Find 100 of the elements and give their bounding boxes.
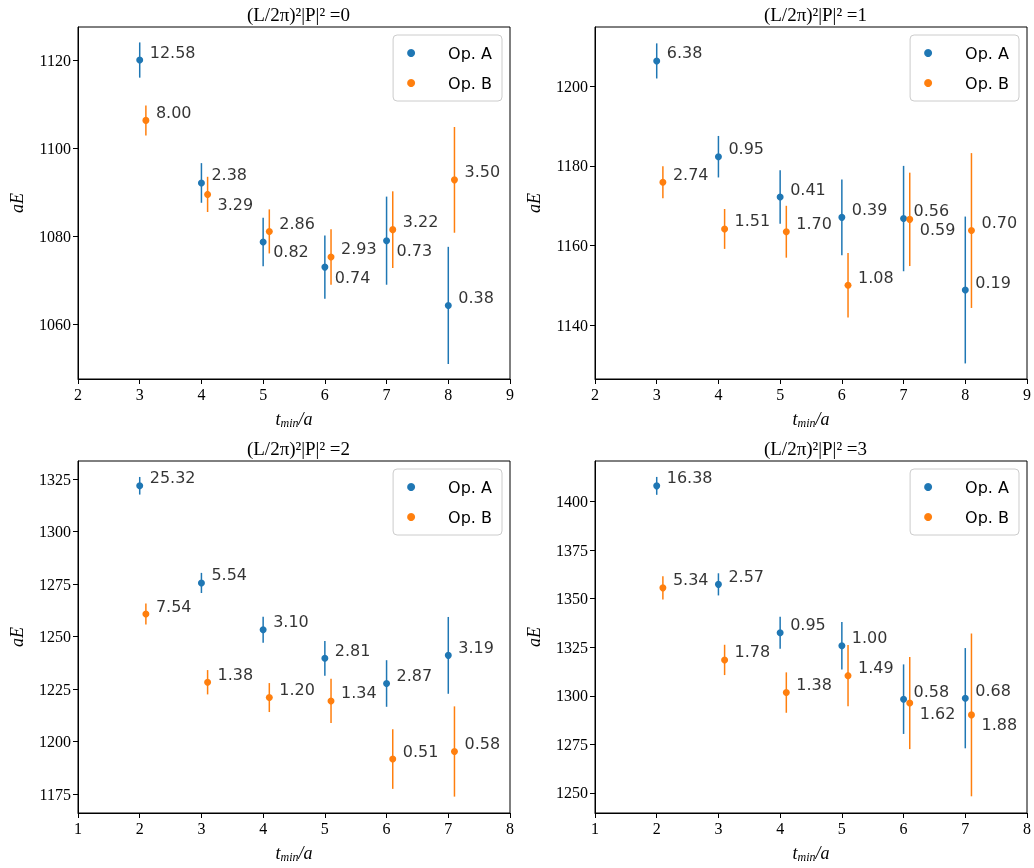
point: [838, 642, 846, 650]
x-tick-label: 8: [1023, 819, 1031, 837]
annotation: 0.59: [919, 219, 956, 239]
x-tick-label: 7: [382, 385, 391, 403]
y-axis-title: aE: [7, 627, 27, 647]
x-tick-label: 9: [506, 385, 514, 403]
y-tick-label: 1160: [556, 237, 588, 255]
annotation: 7.54: [155, 596, 192, 616]
x-tick-label: 2: [135, 819, 144, 837]
point: [659, 584, 667, 592]
legend-label: Op. B: [448, 73, 493, 93]
annotation: 3.50: [464, 162, 501, 182]
y-tick-label: 1080: [39, 227, 71, 245]
point: [204, 678, 212, 686]
x-tick-label: 2: [74, 385, 82, 403]
point: [259, 626, 267, 634]
annotation: 0.19: [975, 272, 1011, 292]
point: [961, 286, 969, 294]
x-tick-label: 1: [591, 819, 599, 837]
point: [721, 656, 729, 664]
annotation: 2.57: [728, 566, 765, 586]
point: [259, 238, 267, 246]
annotation: 0.58: [913, 681, 950, 701]
point: [383, 237, 391, 245]
annotation: 1.51: [734, 211, 771, 231]
point: [900, 695, 908, 703]
point: [838, 213, 846, 221]
y-tick-label: 1180: [556, 157, 588, 175]
point: [776, 629, 784, 637]
annotation: 1.34: [341, 683, 377, 703]
y-tick-label: 1200: [39, 733, 71, 751]
point: [906, 215, 914, 223]
x-tick-label: 3: [652, 385, 661, 403]
y-tick-label: 1060: [39, 315, 71, 333]
annotation: 0.74: [334, 267, 371, 287]
point: [967, 711, 975, 719]
point: [204, 190, 212, 198]
point: [721, 225, 729, 233]
point: [321, 263, 329, 271]
legend-label: Op. B: [965, 73, 1010, 93]
x-tick-label: 6: [899, 819, 908, 837]
y-tick-label: 1100: [39, 139, 71, 157]
point: [197, 579, 205, 587]
annotation: 1.78: [734, 642, 771, 662]
point: [844, 672, 852, 680]
annotation: 3.22: [402, 212, 439, 232]
y-tick-label: 1200: [556, 77, 588, 95]
x-tick-label: 5: [320, 819, 329, 837]
annotation: 0.95: [790, 615, 826, 635]
x-tick-label: 3: [714, 819, 723, 837]
annotation: 2.38: [211, 165, 248, 185]
x-tick-label: 8: [506, 819, 514, 837]
point: [197, 179, 205, 187]
annotation: 0.58: [464, 734, 501, 753]
y-axis-title: aE: [524, 627, 544, 647]
point: [265, 227, 273, 235]
x-tick-label: 4: [197, 385, 206, 403]
annotation: 1.20: [279, 680, 315, 700]
point: [389, 755, 397, 763]
x-tick-label: 3: [135, 385, 144, 403]
x-tick-label: 7: [444, 819, 453, 837]
annotation: 1.70: [796, 214, 832, 234]
annotation: 6.38: [666, 43, 703, 63]
y-tick-label: 1275: [556, 735, 588, 753]
y-tick-label: 1120: [39, 51, 71, 69]
x-tick-label: 1: [74, 819, 82, 837]
point: [383, 679, 391, 687]
point: [444, 301, 452, 309]
annotation: 2.93: [341, 239, 377, 259]
x-tick-label: 4: [714, 385, 723, 403]
annotation: 5.34: [672, 570, 709, 590]
point: [782, 689, 790, 697]
point: [321, 654, 329, 662]
point: [142, 116, 150, 124]
y-tick-label: 1325: [39, 470, 71, 488]
annotation: 0.41: [790, 179, 826, 199]
point: [444, 651, 452, 659]
annotation: 2.87: [396, 665, 433, 685]
x-tick-label: 4: [259, 819, 268, 837]
annotation: 5.54: [211, 565, 248, 585]
point: [450, 748, 458, 755]
y-tick-label: 1140: [556, 317, 588, 335]
annotation: 1.00: [851, 628, 888, 648]
annotation: 1.49: [858, 658, 894, 678]
point: [714, 580, 722, 588]
annotation: 8.00: [155, 102, 192, 122]
x-tick-label: 6: [382, 819, 391, 837]
annotation: 3.19: [458, 637, 494, 657]
point: [782, 228, 790, 236]
annotation: 0.56: [913, 201, 950, 221]
legend-label: Op. A: [448, 43, 493, 63]
annotation: 12.58: [149, 42, 196, 62]
y-tick-label: 1350: [556, 590, 588, 608]
annotation: 0.95: [728, 139, 765, 159]
point: [844, 281, 852, 289]
x-tick-label: 6: [320, 385, 329, 403]
x-tick-label: 5: [776, 385, 785, 403]
point: [450, 176, 458, 184]
annotation: 1.08: [858, 267, 894, 287]
annotation: 0.73: [396, 241, 433, 261]
